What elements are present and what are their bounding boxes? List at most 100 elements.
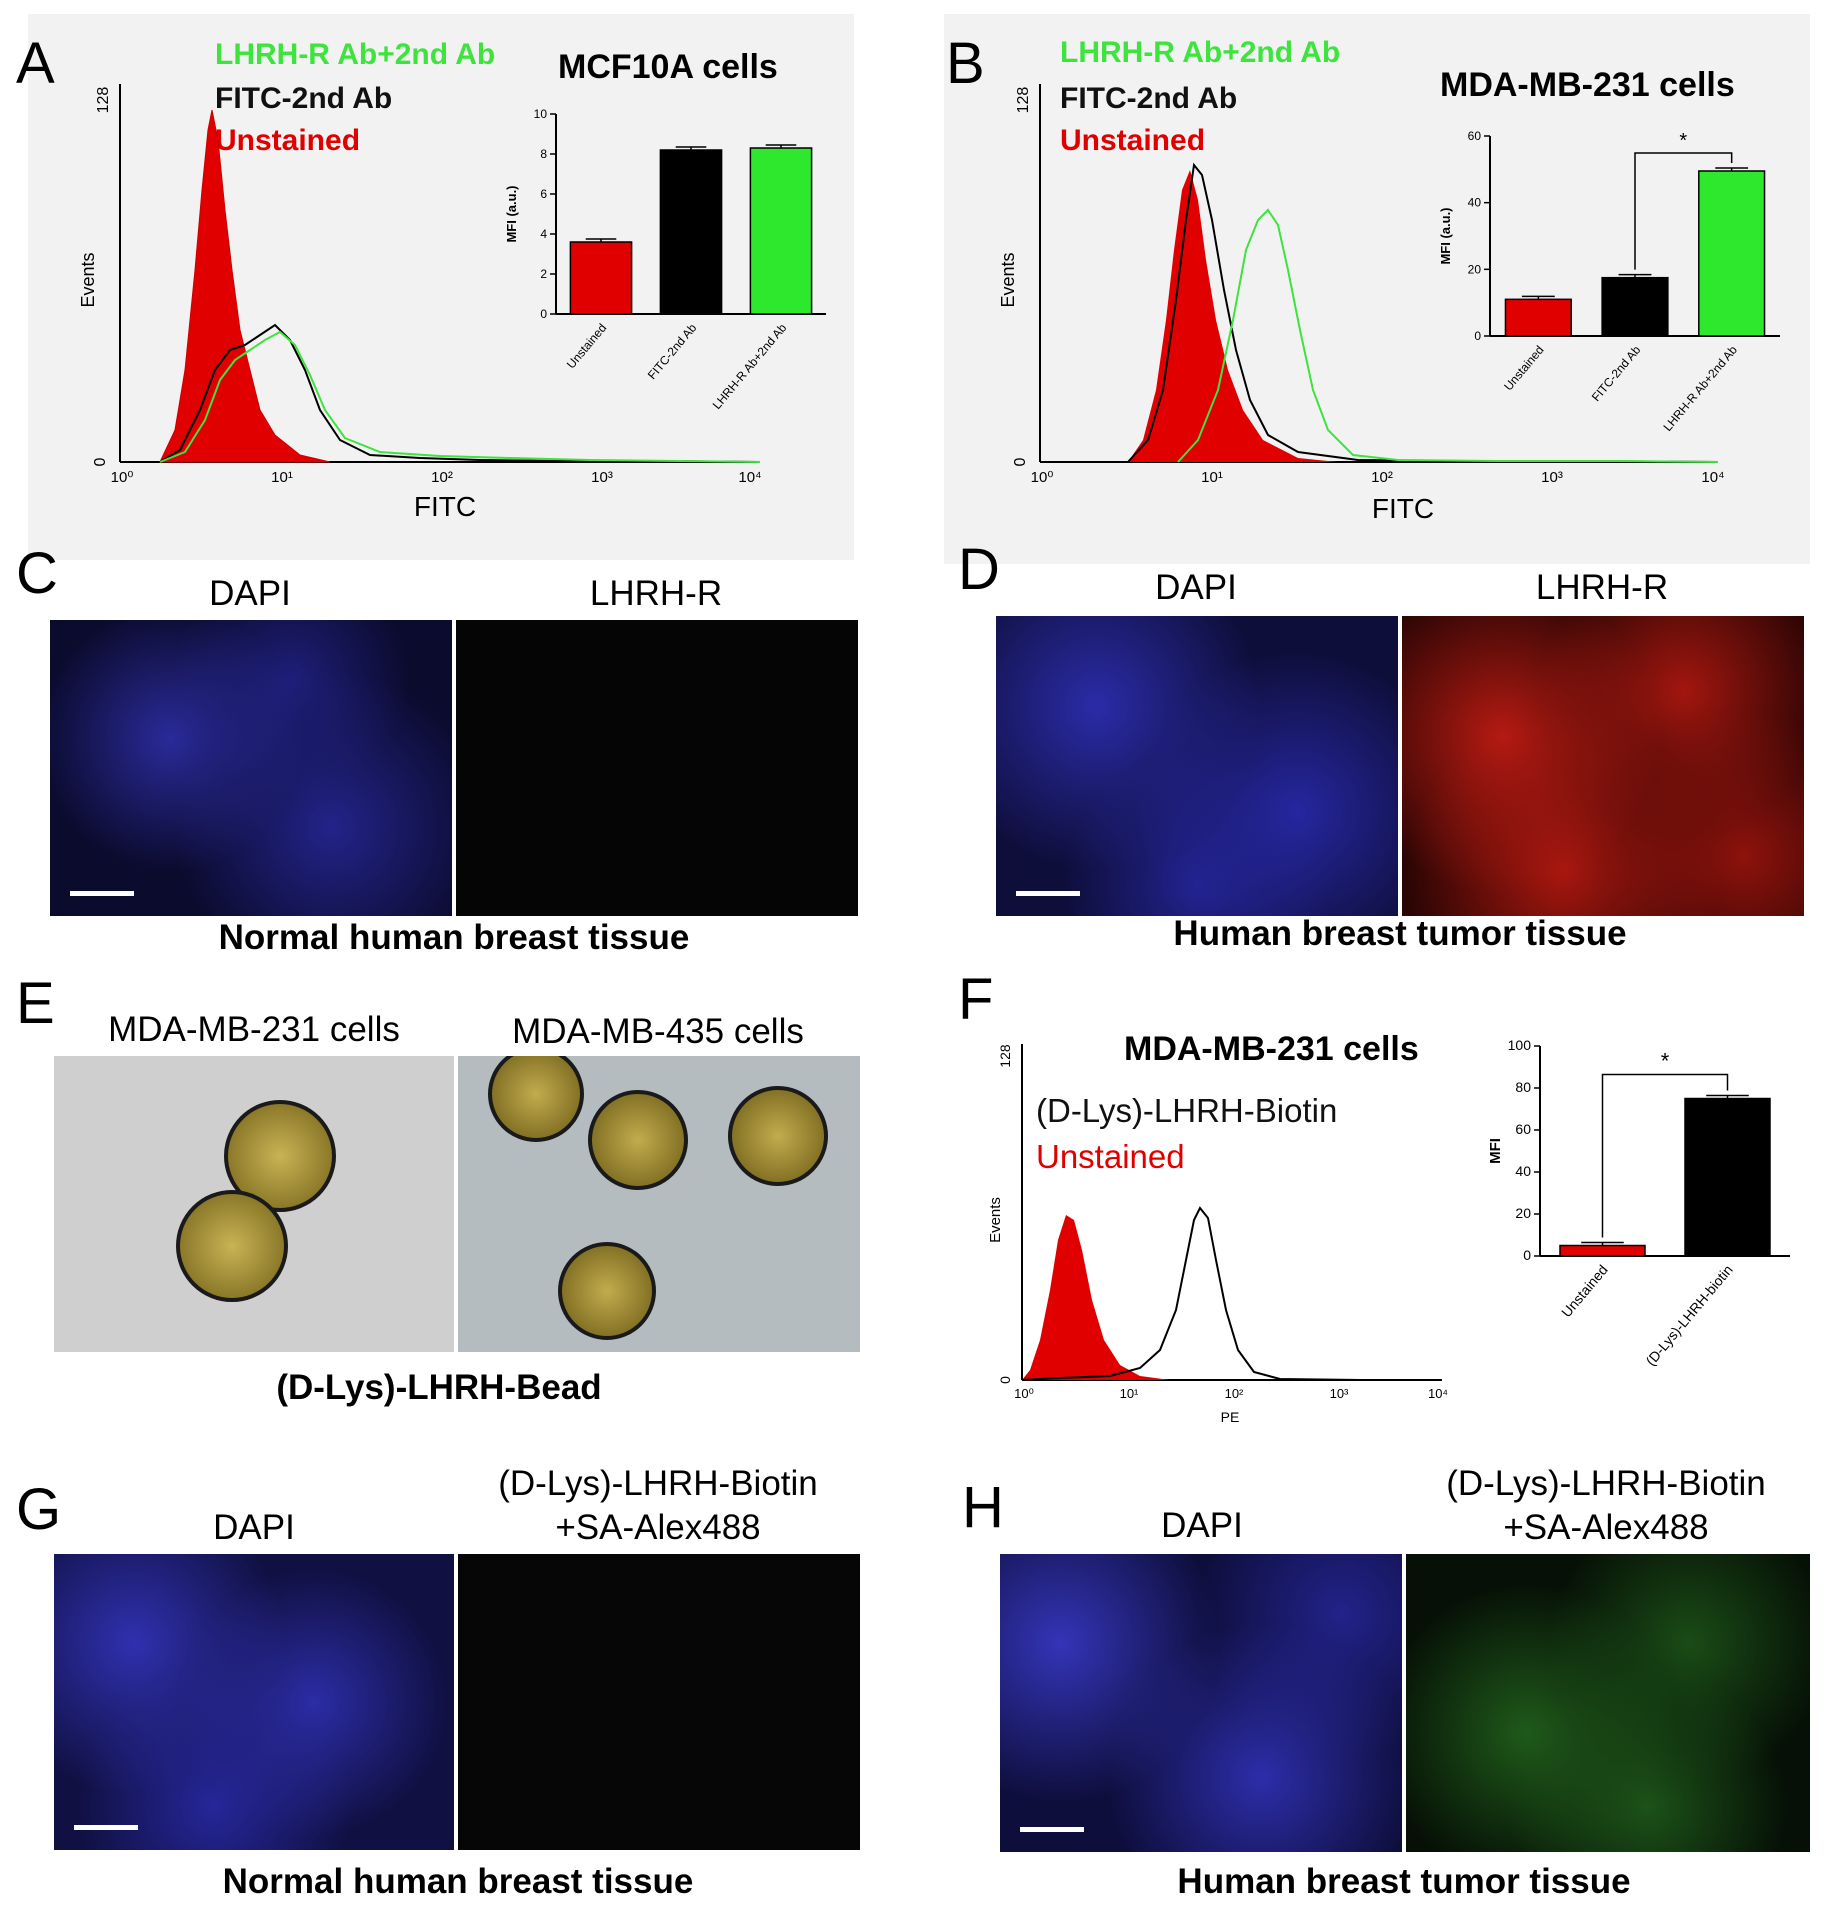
x-tick-label: 10⁴ <box>1428 1386 1448 1401</box>
panel-h-biotin-header-line1: (D-Lys)-LHRH-Biotin <box>1446 1464 1766 1503</box>
histogram-ymax-label: 128 <box>95 87 112 114</box>
panel-c-letter: C <box>16 541 58 606</box>
panel-c-lhrh-r-image <box>456 620 858 916</box>
y-tick-label: 40 <box>1515 1163 1531 1179</box>
histogram-x-tick-labels: 10⁰ 10¹ 10² 10³ 10⁴ <box>111 469 762 486</box>
panel-e-caption: (D-Lys)-LHRH-Bead <box>276 1368 602 1407</box>
scale-bar <box>70 891 134 896</box>
y-tick-label: 60 <box>1515 1121 1531 1137</box>
histogram-x-tick-labels: 10⁰ 10¹ 10² 10³ 10⁴ <box>1031 469 1725 486</box>
x-tick-label: (D-Lys)-LHRH-biotin <box>1642 1262 1735 1369</box>
histogram-ymin-label: 0 <box>997 1376 1013 1384</box>
x-tick-label: Unstained <box>1501 343 1546 393</box>
bar <box>1698 170 1766 337</box>
y-tick-label: 20 <box>1468 262 1482 276</box>
histogram-unstained-fill <box>1022 1215 1170 1380</box>
panel-b-histogram: 128 0 Events 10⁰ 10¹ 10² 10³ 10⁴ FITC <box>998 84 1725 524</box>
y-tick-label: 100 <box>1508 1037 1532 1053</box>
histogram-lhrh-r-line <box>159 330 761 463</box>
significance-bracket <box>1634 152 1733 270</box>
x-tick-label: 10³ <box>591 469 613 486</box>
histogram-lhrh-r-line <box>1177 208 1719 463</box>
panel-d-letter: D <box>958 537 1000 602</box>
x-tick-label: 10¹ <box>1201 469 1223 486</box>
bead-icon <box>488 1056 584 1142</box>
panel-g-biotin-header-line2: +SA-Alex488 <box>555 1508 761 1547</box>
histogram-biotin-line <box>1021 1206 1442 1381</box>
histogram-y-axis-label: Events <box>78 252 98 307</box>
panel-f-letter: F <box>958 967 994 1032</box>
x-tick-label: 10¹ <box>271 469 293 486</box>
x-tick-label: 10¹ <box>1120 1386 1139 1401</box>
panel-a-title: MCF10A cells <box>558 48 778 86</box>
y-tick-label: 80 <box>1515 1079 1531 1095</box>
y-axis-label: MFI (a.u.) <box>1438 207 1453 264</box>
panel-d-lhrh-r-header: LHRH-R <box>1535 568 1669 607</box>
y-tick-label: 2 <box>540 267 547 281</box>
y-tick-label: 0 <box>540 307 547 321</box>
histogram-fitc-2nd-line <box>1127 162 1719 463</box>
y-tick-label: 40 <box>1468 196 1482 210</box>
panel-g-dapi-header: DAPI <box>213 1508 295 1547</box>
panel-e-letter: E <box>16 971 55 1036</box>
histogram-x-axis-label: PE <box>1221 1409 1240 1425</box>
panel-b-legend-red: Unstained <box>1060 124 1206 157</box>
significance-bracket <box>1601 1073 1729 1238</box>
panel-f-mfi-bar-chart: 0 20 40 60 80 100 MFI Unstained (D-Lys)-LHRH-bio… <box>1487 1037 1790 1369</box>
bar <box>1559 1244 1646 1257</box>
y-tick-label: 0 <box>1474 329 1481 343</box>
panel-g-dapi-image <box>54 1554 454 1850</box>
x-tick-label: FITC-2nd Ab <box>1589 343 1644 404</box>
x-tick-label: 10⁴ <box>1701 469 1724 486</box>
histogram-unstained-fill <box>1128 170 1338 462</box>
histogram-ymin-label: 0 <box>92 457 109 466</box>
panel-e-left-header: MDA-MB-231 cells <box>108 1010 400 1049</box>
bead-icon <box>728 1086 828 1186</box>
x-tick-label: LHRH-R Ab+2nd Ab <box>710 321 790 412</box>
panel-a-legend-red: Unstained <box>215 124 361 157</box>
panel-d-caption: Human breast tumor tissue <box>1173 914 1627 953</box>
panel-g-biotin-image <box>458 1554 860 1850</box>
panel-c-caption: Normal human breast tissue <box>218 918 690 957</box>
panel-b-legend-black: FITC-2nd Ab <box>1060 82 1238 115</box>
panel-c-lhrh-r-header: LHRH-R <box>589 574 723 613</box>
panel-a-histogram: 128 0 Events 10⁰ 10¹ 10² 10³ 10⁴ FITC <box>78 84 762 522</box>
bead-icon <box>588 1090 688 1190</box>
panel-f-histogram: 128 0 Events 10⁰ 10¹ 10² 10³ 10⁴ PE <box>987 1044 1448 1425</box>
bead-icon <box>558 1242 656 1340</box>
panel-h-biotin-header-line2: +SA-Alex488 <box>1503 1508 1709 1547</box>
y-axis-label: MFI (a.u.) <box>504 185 519 242</box>
panel-a-legend-green: LHRH-R Ab+2nd Ab <box>215 38 496 71</box>
y-tick-label: 8 <box>540 147 547 161</box>
panel-a-mfi-bar-chart: 0 2 4 6 8 10 MFI (a.u.) Unstained FITC-2nd Ab LHR… <box>504 107 826 412</box>
x-tick-label: Unstained <box>1558 1262 1611 1321</box>
x-tick-label: 10³ <box>1541 469 1563 486</box>
panel-f-legend-unstained: Unstained <box>1036 1138 1185 1175</box>
bar <box>749 147 813 315</box>
panel-a-letter: A <box>16 31 55 96</box>
significance-star: * <box>1679 130 1687 152</box>
panel-d-dapi-header: DAPI <box>1155 568 1237 607</box>
x-tick-label: 10² <box>1371 469 1393 486</box>
scale-bar <box>74 1825 138 1830</box>
x-tick-label: 10² <box>431 469 453 486</box>
panel-c-dapi-header: DAPI <box>209 574 291 613</box>
panel-c-dapi-image <box>50 620 452 916</box>
x-tick-label: 10⁰ <box>111 469 134 486</box>
panel-h-letter: H <box>962 1475 1004 1540</box>
scale-bar <box>1020 1827 1084 1832</box>
panel-b-legend-green: LHRH-R Ab+2nd Ab <box>1060 36 1341 69</box>
y-tick-label: 60 <box>1468 129 1482 143</box>
histogram-fitc-2nd-line <box>159 323 761 463</box>
x-tick-label: Unstained <box>564 321 609 371</box>
panel-a-legend-black: FITC-2nd Ab <box>215 82 393 115</box>
x-tick-label: LHRH-R Ab+2nd Ab <box>1660 343 1740 434</box>
panel-f-legend-biotin: (D-Lys)-LHRH-Biotin <box>1036 1092 1338 1129</box>
panel-g-caption: Normal human breast tissue <box>222 1862 694 1901</box>
panel-g-letter: G <box>16 1477 62 1542</box>
panel-b-title: MDA-MB-231 cells <box>1440 66 1735 104</box>
y-tick-label: 20 <box>1515 1205 1531 1221</box>
histogram-y-axis-label: Events <box>998 252 1018 307</box>
panel-h-caption: Human breast tumor tissue <box>1177 1862 1631 1901</box>
panel-d-dapi-image <box>996 616 1398 916</box>
